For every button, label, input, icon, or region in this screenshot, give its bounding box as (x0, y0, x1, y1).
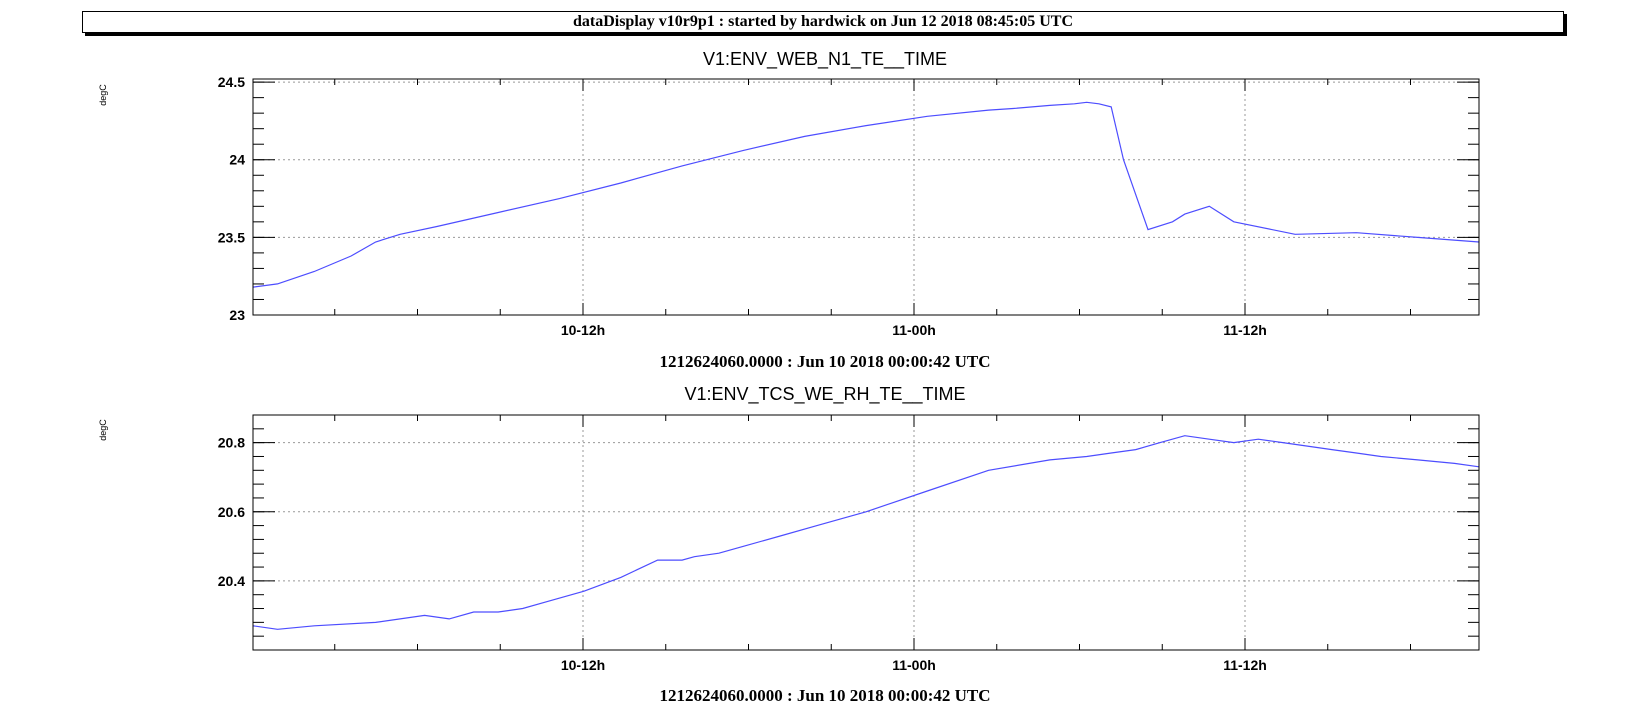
display-header: dataDisplay v10r9p1 : started by hardwic… (82, 11, 1564, 33)
plot-frame (252, 414, 1480, 651)
series-line (252, 435, 1480, 630)
y-tick-label: 20.4 (218, 573, 245, 589)
y-tick-label: 23 (229, 307, 245, 323)
x-axis-label: 1212624060.0000 : Jun 10 2018 00:00:42 U… (659, 352, 990, 371)
x-tick-label: 11-00h (892, 322, 936, 338)
y-tick-label: 20.6 (218, 504, 245, 520)
y-tick-label: 24.5 (218, 74, 245, 90)
x-tick-label: 11-12h (1223, 657, 1267, 673)
y-axis-unit-label: degC (98, 84, 108, 106)
plot-frame (252, 78, 1480, 316)
x-tick-label: 10-12h (561, 322, 605, 338)
x-tick-label: 11-00h (892, 657, 936, 673)
y-tick-label: 20.8 (218, 435, 245, 451)
plot-title: V1:ENV_WEB_N1_TE__TIME (703, 49, 947, 70)
series-line (252, 101, 1480, 288)
x-tick-label: 11-12h (1223, 322, 1267, 338)
display-header-title: dataDisplay v10r9p1 : started by hardwic… (572, 13, 1074, 30)
y-tick-label: 23.5 (218, 229, 245, 245)
y-axis-unit-label: degC (98, 419, 108, 441)
x-tick-label: 10-12h (561, 657, 605, 673)
x-axis-label: 1212624060.0000 : Jun 10 2018 00:00:42 U… (659, 686, 990, 705)
plot-title: V1:ENV_TCS_WE_RH_TE__TIME (684, 384, 965, 405)
y-tick-label: 24 (229, 152, 245, 168)
